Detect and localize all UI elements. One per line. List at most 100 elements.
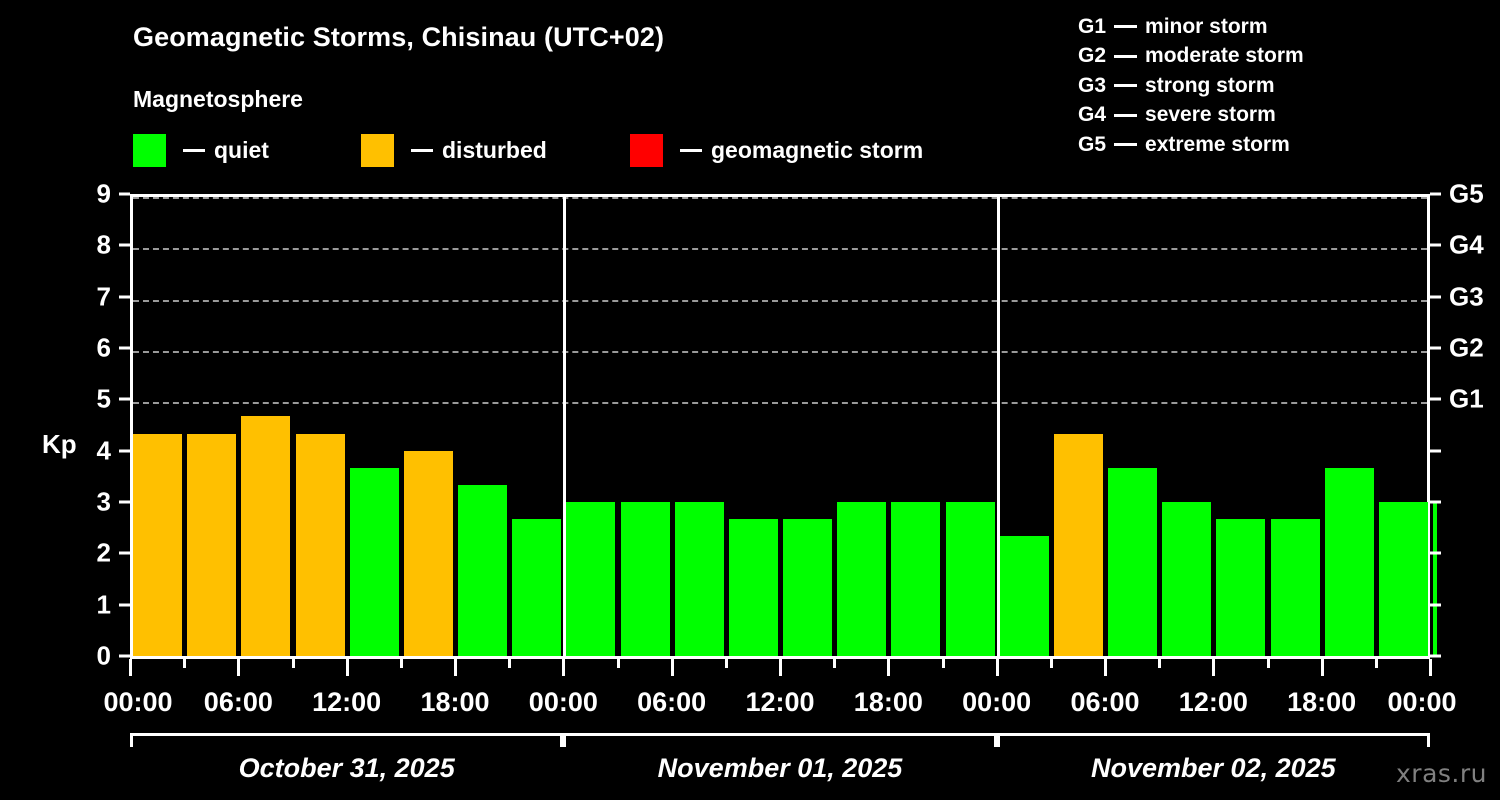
- x-tick-label: 00:00: [528, 687, 598, 717]
- y-tick-label-1: 1: [96, 589, 111, 620]
- gridline-kp-6: [133, 351, 1427, 353]
- date-bracket: [563, 733, 997, 747]
- legend-heading: Magnetosphere: [133, 86, 303, 112]
- gscale-row-G4: G4 severe storm: [1078, 101, 1304, 131]
- x-tick-label: 00:00: [962, 687, 1032, 717]
- right-tick-0: [1430, 654, 1441, 658]
- bar: [566, 502, 616, 656]
- x-axis-line: [130, 656, 1430, 659]
- x-tick: [345, 659, 349, 676]
- x-tick: [399, 659, 403, 668]
- x-tick-label: 18:00: [853, 687, 923, 717]
- bar: [1216, 518, 1266, 656]
- y-tick-label-7: 7: [96, 281, 111, 312]
- gscale-code: G3: [1078, 73, 1107, 97]
- x-tick: [183, 659, 187, 668]
- bar: [458, 485, 508, 656]
- x-tick-label: 12:00: [312, 687, 382, 717]
- x-tick: [779, 659, 782, 676]
- gridline-kp-9: [133, 197, 1427, 199]
- gscale-label: severe storm: [1145, 103, 1276, 127]
- gscale-dash-icon: [1114, 84, 1138, 88]
- x-tick-label: 00:00: [1387, 687, 1457, 717]
- y-tick-4: [119, 449, 130, 453]
- bar: [945, 502, 995, 656]
- x-tick: [562, 659, 566, 676]
- bar: [1433, 502, 1437, 656]
- x-tick: [616, 659, 620, 668]
- bar: [999, 536, 1049, 656]
- gridline-kp-7: [133, 299, 1427, 302]
- right-axis-label-G1: G1: [1449, 383, 1484, 414]
- y-tick-1: [119, 603, 130, 607]
- x-tick: [941, 659, 945, 668]
- date-bracket: [996, 733, 1430, 747]
- x-tick: [1320, 659, 1324, 676]
- red-swatch: [630, 133, 663, 167]
- x-tick-label: 06:00: [1070, 687, 1140, 717]
- day-separator: [563, 197, 567, 656]
- gscale-dash-icon: [1114, 25, 1138, 29]
- y-tick-2: [119, 551, 130, 555]
- y-tick-label-8: 8: [96, 229, 111, 260]
- bar: [512, 518, 562, 656]
- x-tick-label: 18:00: [1287, 687, 1357, 717]
- x-tick: [724, 659, 728, 668]
- bar: [1324, 467, 1374, 656]
- orange-swatch: [361, 133, 394, 167]
- gscale-dash-icon: [1114, 113, 1138, 117]
- y-tick-8: [119, 243, 130, 247]
- gridline-kp-8: [133, 248, 1427, 251]
- x-tick: [1374, 659, 1378, 668]
- bar: [1162, 502, 1212, 656]
- y-tick-5: [119, 397, 130, 401]
- bars-group: [133, 197, 1437, 656]
- y-tick-label-2: 2: [96, 537, 111, 568]
- bar: [1108, 467, 1158, 656]
- right-tick-2: [1430, 551, 1441, 555]
- x-tick: [1266, 659, 1270, 668]
- bar: [620, 502, 670, 656]
- right-tick-9: [1430, 192, 1441, 196]
- x-tick-label: 06:00: [203, 687, 273, 717]
- date-label: November 01, 2025: [657, 753, 903, 783]
- y-tick-label-5: 5: [96, 383, 111, 414]
- day-separator: [996, 197, 1000, 656]
- x-tick-label: 06:00: [637, 687, 707, 717]
- x-tick: [670, 659, 674, 676]
- bar: [728, 518, 778, 656]
- x-tick: [291, 659, 295, 668]
- x-tick: [1158, 659, 1162, 668]
- bar: [1270, 518, 1320, 656]
- plot-inner: [133, 197, 1437, 656]
- legend-dash-icon: [680, 148, 702, 152]
- right-tick-8: [1430, 243, 1441, 247]
- gscale-dash-icon: [1114, 54, 1138, 58]
- y-tick-label-9: 9: [96, 178, 111, 209]
- bar: [187, 433, 237, 656]
- gscale-row-G5: G5 extreme storm: [1078, 130, 1304, 160]
- right-tick-6: [1430, 346, 1441, 350]
- date-bracket: [130, 733, 564, 747]
- legend-item-quiet: quiet: [133, 133, 269, 167]
- date-label: November 02, 2025: [1091, 753, 1336, 783]
- right-tick-7: [1430, 295, 1441, 299]
- bar: [1378, 502, 1428, 656]
- y-tick-7: [119, 295, 130, 299]
- legend-item-label: quiet: [214, 136, 269, 163]
- right-axis-label-G2: G2: [1449, 332, 1484, 363]
- bar: [674, 502, 724, 656]
- gscale-row-G1: G1 minor storm: [1078, 12, 1304, 42]
- gridline-kp-5: [133, 402, 1427, 405]
- gscale-dash-icon: [1114, 143, 1138, 147]
- bar: [403, 450, 453, 656]
- bar: [891, 502, 941, 656]
- bar: [349, 467, 399, 656]
- y-tick-9: [119, 192, 130, 196]
- legend-dash-icon: [183, 148, 205, 152]
- x-tick: [237, 659, 241, 676]
- x-tick: [833, 659, 837, 668]
- gscale-legend: G1 minor storm G2 moderate storm G3 strong st…: [1078, 12, 1304, 160]
- legend-item-geomagnetic-storm: geomagnetic storm: [630, 133, 923, 167]
